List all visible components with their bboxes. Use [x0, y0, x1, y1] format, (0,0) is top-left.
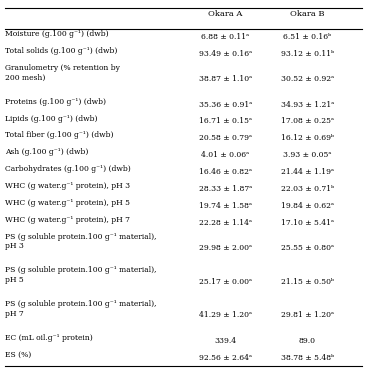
Text: PS (g soluble protein.100 g⁻¹ material),
pH 3: PS (g soluble protein.100 g⁻¹ material),…: [5, 233, 157, 250]
Text: Total fiber (g.100 g⁻¹) (dwb): Total fiber (g.100 g⁻¹) (dwb): [5, 132, 113, 139]
Text: Okara A: Okara A: [208, 10, 243, 18]
Text: 93.49 ± 0.16ᵃ: 93.49 ± 0.16ᵃ: [199, 50, 252, 58]
Text: Granulometry (% retention by
200 mesh): Granulometry (% retention by 200 mesh): [5, 64, 120, 81]
Text: 38.78 ± 5.48ᵇ: 38.78 ± 5.48ᵇ: [281, 354, 334, 362]
Text: Ash (g.100 g⁻¹) (dwb): Ash (g.100 g⁻¹) (dwb): [5, 148, 88, 156]
Text: 4.01 ± 0.06ᵃ: 4.01 ± 0.06ᵃ: [201, 151, 250, 159]
Text: 22.28 ± 1.14ᵃ: 22.28 ± 1.14ᵃ: [199, 219, 252, 227]
Text: 339.4: 339.4: [214, 337, 236, 345]
Text: 34.93 ± 1.21ᵃ: 34.93 ± 1.21ᵃ: [281, 101, 334, 109]
Text: Moisture (g.100 g⁻¹) (dwb): Moisture (g.100 g⁻¹) (dwb): [5, 30, 109, 38]
Text: 25.17 ± 0.00ᵃ: 25.17 ± 0.00ᵃ: [199, 278, 252, 286]
Text: 30.52 ± 0.92ᵃ: 30.52 ± 0.92ᵃ: [281, 75, 334, 83]
Text: 29.81 ± 1.20ᵃ: 29.81 ± 1.20ᵃ: [281, 311, 334, 319]
Text: 16.71 ± 0.15ᵃ: 16.71 ± 0.15ᵃ: [199, 118, 252, 126]
Text: WHC (g water.g⁻¹ protein), pH 7: WHC (g water.g⁻¹ protein), pH 7: [5, 216, 130, 224]
Text: 16.46 ± 0.82ᵃ: 16.46 ± 0.82ᵃ: [199, 168, 252, 176]
Text: 16.12 ± 0.69ᵇ: 16.12 ± 0.69ᵇ: [281, 134, 334, 143]
Text: 20.58 ± 0.79ᵃ: 20.58 ± 0.79ᵃ: [199, 134, 252, 143]
Text: Proteins (g.100 g⁻¹) (dwb): Proteins (g.100 g⁻¹) (dwb): [5, 98, 106, 106]
Text: 41.29 ± 1.20ᵃ: 41.29 ± 1.20ᵃ: [199, 311, 252, 319]
Text: 17.10 ± 5.41ᵃ: 17.10 ± 5.41ᵃ: [281, 219, 334, 227]
Text: 6.51 ± 0.16ᵇ: 6.51 ± 0.16ᵇ: [283, 33, 331, 41]
Text: ES (%): ES (%): [5, 351, 31, 359]
Text: 22.03 ± 0.71ᵇ: 22.03 ± 0.71ᵇ: [281, 185, 334, 193]
Text: 19.84 ± 0.62ᵃ: 19.84 ± 0.62ᵃ: [281, 202, 334, 210]
Text: Lipids (g.100 g⁻¹) (dwb): Lipids (g.100 g⁻¹) (dwb): [5, 115, 98, 123]
Text: Carbohydrates (g.100 g⁻¹) (dwb): Carbohydrates (g.100 g⁻¹) (dwb): [5, 165, 131, 173]
Text: PS (g soluble protein.100 g⁻¹ material),
pH 7: PS (g soluble protein.100 g⁻¹ material),…: [5, 300, 157, 317]
Text: 21.44 ± 1.19ᵃ: 21.44 ± 1.19ᵃ: [281, 168, 334, 176]
Text: WHC (g water.g⁻¹ protein), pH 3: WHC (g water.g⁻¹ protein), pH 3: [5, 182, 130, 190]
Text: 92.56 ± 2.64ᵃ: 92.56 ± 2.64ᵃ: [199, 354, 252, 362]
Text: 28.33 ± 1.87ᵃ: 28.33 ± 1.87ᵃ: [199, 185, 252, 193]
Text: 19.74 ± 1.58ᵃ: 19.74 ± 1.58ᵃ: [199, 202, 252, 210]
Text: 6.88 ± 0.11ᵃ: 6.88 ± 0.11ᵃ: [201, 33, 250, 41]
Text: EC (mL oil.g⁻¹ protein): EC (mL oil.g⁻¹ protein): [5, 334, 93, 342]
Text: 93.12 ± 0.11ᵇ: 93.12 ± 0.11ᵇ: [281, 50, 334, 58]
Text: 89.0: 89.0: [299, 337, 316, 345]
Text: 38.87 ± 1.10ᵃ: 38.87 ± 1.10ᵃ: [199, 75, 252, 83]
Text: Total solids (g.100 g⁻¹) (dwb): Total solids (g.100 g⁻¹) (dwb): [5, 47, 117, 55]
Text: WHC (g water.g⁻¹ protein), pH 5: WHC (g water.g⁻¹ protein), pH 5: [5, 199, 130, 207]
Text: 17.08 ± 0.25ᵃ: 17.08 ± 0.25ᵃ: [281, 118, 334, 126]
Text: 25.55 ± 0.80ᵃ: 25.55 ± 0.80ᵃ: [281, 244, 334, 252]
Text: 35.36 ± 0.91ᵃ: 35.36 ± 0.91ᵃ: [199, 101, 252, 109]
Text: Okara B: Okara B: [290, 10, 324, 18]
Text: 29.98 ± 2.00ᵃ: 29.98 ± 2.00ᵃ: [199, 244, 252, 252]
Text: 3.93 ± 0.05ᵃ: 3.93 ± 0.05ᵃ: [283, 151, 331, 159]
Text: 21.15 ± 0.50ᵇ: 21.15 ± 0.50ᵇ: [281, 278, 334, 286]
Text: PS (g soluble protein.100 g⁻¹ material),
pH 5: PS (g soluble protein.100 g⁻¹ material),…: [5, 267, 157, 284]
